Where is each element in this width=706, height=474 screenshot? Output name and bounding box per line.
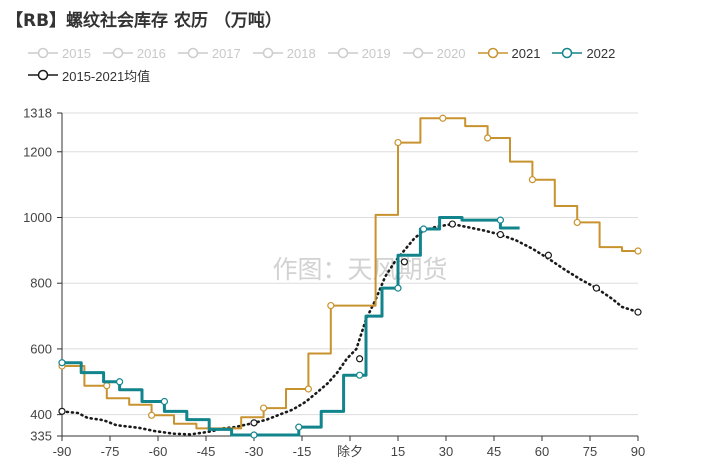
series-marker[interactable] (148, 411, 156, 419)
legend-item[interactable]: 2015-2021均值 (28, 66, 150, 85)
series-marker[interactable] (327, 301, 335, 310)
legend-item[interactable]: 2020 (402, 45, 466, 61)
y-tick-label: 600 (30, 341, 52, 356)
chart-title: 【RB】螺纹社会库存 农历 （万吨） (6, 11, 282, 31)
legend-symbol (252, 47, 283, 59)
y-tick-label: 1318 (23, 106, 52, 121)
legend-symbol (552, 47, 583, 59)
series-marker[interactable] (528, 176, 537, 184)
legend-symbol (28, 69, 58, 81)
series-marker[interactable] (250, 419, 258, 427)
legend-label: 2021 (511, 45, 541, 61)
legend-item[interactable]: 2019 (327, 45, 391, 61)
chart-legend: 2015 2016 2017 2018 2019 2020 2021 2022 2015-20… (28, 42, 698, 86)
legend-label: 2020 (436, 45, 466, 61)
series-marker[interactable] (103, 382, 111, 390)
series-marker[interactable] (496, 230, 504, 239)
series-marker[interactable] (573, 218, 581, 227)
y-tick-label: 1000 (23, 210, 52, 225)
legend-item[interactable]: 2018 (252, 45, 316, 61)
series-marker[interactable] (400, 258, 408, 266)
x-tick-label: -60 (149, 444, 168, 459)
series-marker[interactable] (260, 404, 268, 412)
legend-label: 2015 (62, 45, 91, 61)
series-marker[interactable] (439, 114, 447, 122)
legend-item[interactable]: 2017 (177, 45, 241, 61)
series-line-2022 (62, 216, 520, 437)
legend-label: 2015-2021均值 (62, 68, 151, 84)
series-marker[interactable] (356, 371, 364, 379)
series-marker[interactable] (420, 225, 428, 233)
series-marker[interactable] (356, 355, 364, 363)
legend-label: 2019 (361, 45, 391, 61)
series-marker[interactable] (304, 385, 312, 393)
legend-symbol (28, 47, 58, 59)
x-tick-label: 60 (535, 444, 549, 459)
series-marker[interactable] (58, 359, 66, 367)
series-marker[interactable] (250, 431, 258, 439)
legend-symbol (402, 47, 433, 59)
x-tick-label: 45 (487, 444, 501, 459)
x-tick-label: 90 (631, 444, 645, 459)
legend-item[interactable]: 2016 (102, 45, 166, 61)
x-tick-label: -75 (101, 444, 120, 459)
series-marker[interactable] (544, 251, 553, 259)
series-marker[interactable] (394, 138, 402, 147)
series-marker[interactable] (634, 308, 642, 316)
legend-symbol (477, 47, 508, 59)
x-tick-label: 15 (391, 444, 405, 459)
series-line-2015-2021均值 (60, 222, 640, 436)
series-marker[interactable] (295, 423, 303, 431)
legend-label: 2016 (136, 45, 166, 61)
x-tick-label: -30 (245, 444, 264, 459)
series-marker[interactable] (115, 378, 124, 386)
watermark: 作图：天风期货 (272, 255, 447, 284)
series-marker[interactable] (592, 284, 601, 292)
series-marker[interactable] (160, 397, 168, 406)
y-tick-label: 400 (30, 407, 52, 422)
legend-label: 2017 (211, 45, 241, 61)
x-tick-label: 除夕 (337, 444, 363, 459)
series-marker[interactable] (394, 284, 402, 292)
x-tick-label: -90 (53, 444, 72, 459)
x-tick-label: -15 (293, 444, 312, 459)
legend-row: 2015-2021均值 (28, 64, 698, 86)
legend-item[interactable]: 2015 (28, 46, 91, 61)
y-tick-label: 335 (30, 429, 52, 444)
series-marker[interactable] (58, 407, 66, 415)
series-marker[interactable] (496, 216, 504, 224)
legend-item[interactable]: 2022 (552, 46, 615, 61)
x-tick-label: 30 (439, 444, 453, 459)
y-tick-label: 1200 (23, 144, 52, 159)
legend-label: 2018 (286, 45, 316, 61)
series-marker[interactable] (634, 247, 642, 255)
legend-symbol (102, 47, 133, 59)
legend-item[interactable]: 2021 (477, 45, 541, 61)
legend-row: 2015 2016 2017 2018 2019 2020 2021 2022 (28, 42, 698, 64)
series-marker[interactable] (448, 220, 456, 228)
legend-label: 2022 (586, 45, 616, 61)
series-marker[interactable] (484, 134, 492, 142)
x-tick-label: -45 (197, 444, 216, 459)
legend-symbol (177, 47, 208, 59)
y-tick-label: 800 (30, 276, 52, 291)
legend-symbol (327, 47, 358, 59)
x-tick-label: 75 (583, 444, 597, 459)
